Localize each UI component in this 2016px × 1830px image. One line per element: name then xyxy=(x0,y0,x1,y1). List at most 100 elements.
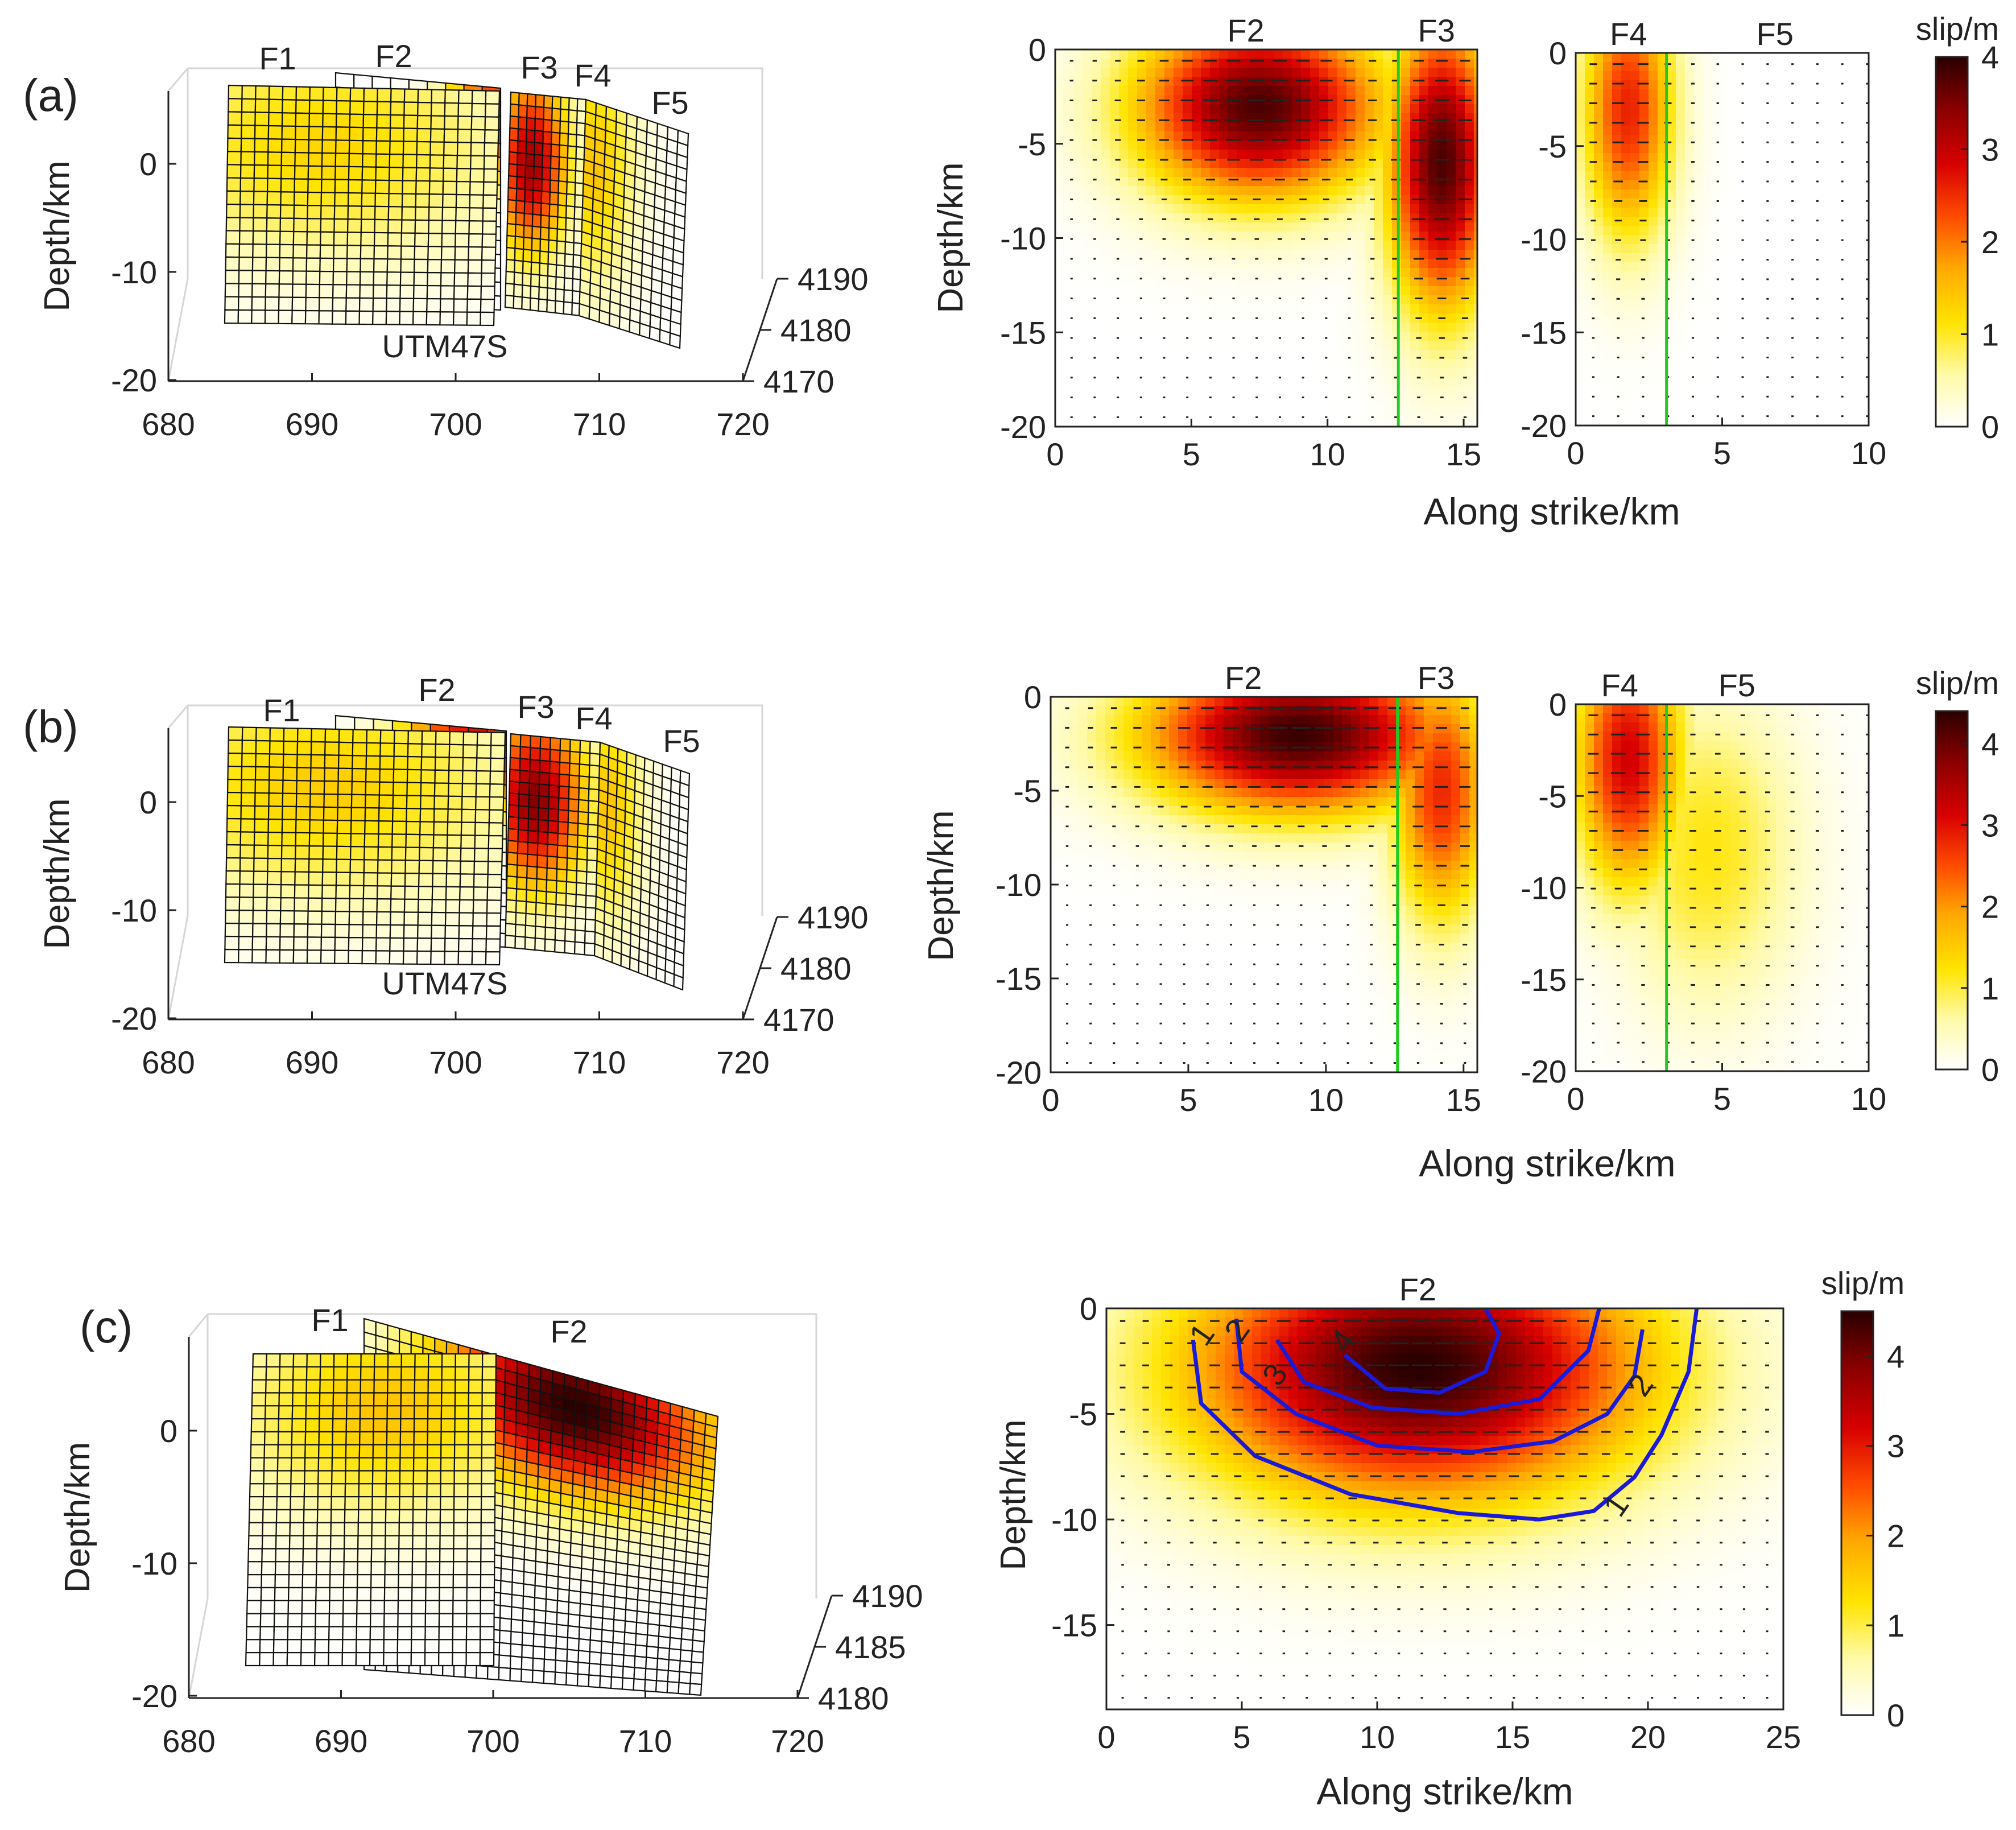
fault-patch xyxy=(543,1658,556,1673)
slip-cell xyxy=(1201,177,1211,187)
fault-patch xyxy=(484,116,500,131)
slip-cell xyxy=(1447,86,1456,96)
fault-patch xyxy=(225,896,241,911)
slip-cell xyxy=(1183,49,1192,59)
slip-cell xyxy=(1073,186,1083,196)
slip-cell xyxy=(1183,295,1192,305)
slip-cell xyxy=(1101,350,1110,360)
fault-patch xyxy=(470,155,485,170)
slip-cell xyxy=(1083,395,1092,405)
fault-patch xyxy=(332,1379,348,1394)
z-tick-label: -20 xyxy=(111,1001,157,1036)
slip-cell xyxy=(1283,286,1292,296)
fault-patch xyxy=(336,858,352,873)
fault-patch xyxy=(267,138,283,153)
fault-patch xyxy=(468,1392,483,1407)
fault-patch xyxy=(648,325,661,343)
fault-patch xyxy=(441,1379,456,1394)
z-tick-label: 0 xyxy=(160,1413,177,1449)
slip-cell xyxy=(1346,141,1356,150)
fault-patch xyxy=(425,1548,441,1563)
slip-cell xyxy=(1356,268,1365,278)
slip-cell xyxy=(1265,141,1274,150)
fault-patch xyxy=(567,1637,580,1651)
fault-patch xyxy=(361,205,376,221)
slip-cell xyxy=(1119,49,1129,59)
fault-patch xyxy=(375,937,391,952)
slip-cell xyxy=(1274,313,1283,323)
slip-cell xyxy=(1283,395,1292,405)
slip-cell xyxy=(1447,68,1456,77)
slip-cell xyxy=(1219,141,1229,150)
fault-patch xyxy=(555,903,567,918)
fault-patch xyxy=(415,206,430,221)
slip-cell xyxy=(1283,213,1292,223)
fault-patch xyxy=(625,1609,638,1624)
slip-cell xyxy=(1356,414,1365,423)
slip-cell xyxy=(1274,277,1283,287)
fault-patch xyxy=(658,1624,672,1639)
fault-plane xyxy=(504,91,587,317)
slip-cell xyxy=(1319,341,1329,350)
fault-patch xyxy=(440,1431,456,1445)
fault-patch xyxy=(565,1660,579,1675)
slip-cell xyxy=(1419,395,1429,405)
fault-patch xyxy=(386,1405,402,1420)
slip-cell xyxy=(1392,341,1402,350)
fault-patch xyxy=(559,120,569,135)
fault-patch xyxy=(399,1444,415,1459)
slip-cell xyxy=(1328,259,1338,268)
fault-patch xyxy=(329,1548,345,1563)
fault-patch xyxy=(253,191,268,206)
slip-cell xyxy=(1110,122,1119,132)
fault-patch xyxy=(336,86,352,102)
fault-patch xyxy=(576,835,589,849)
fault-patch xyxy=(589,752,601,767)
fault-patch xyxy=(245,1652,261,1667)
slip-cell xyxy=(1219,104,1229,114)
fault-patch xyxy=(320,192,336,206)
fault-patch xyxy=(467,259,483,274)
slip-cell xyxy=(1110,286,1119,296)
fault-patch xyxy=(307,178,323,193)
fault-patch xyxy=(309,767,325,782)
slip-cell xyxy=(1310,131,1320,141)
slip-cell xyxy=(1265,150,1274,159)
slip-cell xyxy=(1319,49,1329,59)
slip-cell xyxy=(1128,277,1138,287)
fault-patch xyxy=(655,966,666,984)
fault-patch xyxy=(250,1444,266,1459)
fault-patch xyxy=(332,271,348,286)
slip-cell xyxy=(1092,49,1101,59)
slip-cell xyxy=(1146,304,1156,314)
slip-cell xyxy=(1265,232,1274,241)
slip-cell xyxy=(1419,304,1429,314)
fault-patch xyxy=(440,246,456,261)
fault-3d-panel-2: 680 690 700 710 7200-10-20419041804170Depth/… xyxy=(23,672,869,1080)
fault-patch xyxy=(241,726,257,742)
fault-patch xyxy=(239,857,255,872)
slip-cell xyxy=(1228,368,1238,378)
fault-patch xyxy=(547,832,559,846)
slip-cell xyxy=(1255,332,1265,341)
slip-cell xyxy=(1237,49,1247,59)
slip-cell xyxy=(1292,86,1302,96)
fault-patch xyxy=(375,950,391,965)
fault-patch xyxy=(461,808,477,824)
slip-cell xyxy=(1265,259,1274,268)
slip-cell xyxy=(1319,86,1329,96)
fault-patch xyxy=(439,1509,455,1523)
slip-cell xyxy=(1265,77,1274,86)
slip-cell xyxy=(1456,404,1465,414)
slip-cell xyxy=(1246,241,1256,250)
slip-cell xyxy=(1137,104,1147,114)
slip-cell xyxy=(1064,368,1074,378)
fault-patch xyxy=(305,1418,320,1433)
fault-patch xyxy=(484,103,500,118)
fault-patch xyxy=(386,258,402,273)
fault-patch xyxy=(638,960,648,977)
slip-cell xyxy=(1310,150,1320,159)
fault-patch xyxy=(428,206,444,221)
slip-cell xyxy=(1301,222,1311,232)
slip-cell xyxy=(1110,359,1119,369)
